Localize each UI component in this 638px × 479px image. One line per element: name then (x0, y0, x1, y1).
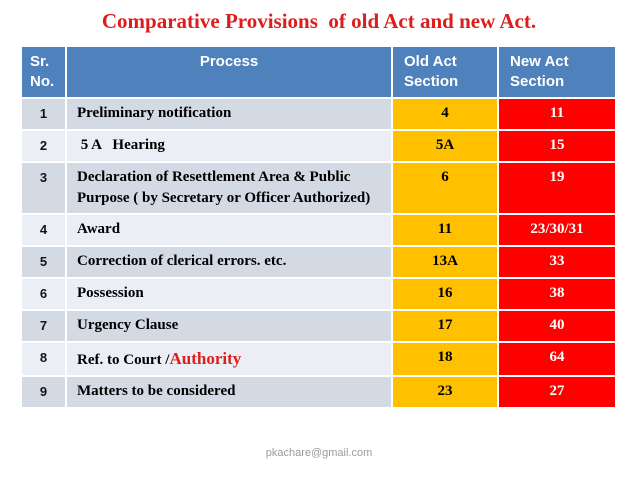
table-row: 4 Award 11 23/30/31 (22, 215, 615, 245)
old-act-cell: 5A (393, 131, 497, 161)
new-act-cell: 27 (499, 377, 615, 407)
column-header-new-act-section: New Act Section (499, 47, 615, 97)
old-act-cell: 16 (393, 279, 497, 309)
process-cell: Declaration of Resettlement Area & Publi… (67, 163, 391, 213)
process-cell: Urgency Clause (67, 311, 391, 341)
old-act-cell: 13A (393, 247, 497, 277)
table-row: 8 Ref. to Court /Authority 18 64 (22, 343, 615, 375)
sr-cell: 2 (22, 131, 65, 161)
column-header-old-act-section: Old Act Section (393, 47, 497, 97)
sr-cell: 8 (22, 343, 65, 375)
sr-cell: 3 (22, 163, 65, 213)
sr-cell: 4 (22, 215, 65, 245)
new-act-cell: 23/30/31 (499, 215, 615, 245)
table-row: 2 5 A Hearing 5A 15 (22, 131, 615, 161)
process-cell: Award (67, 215, 391, 245)
process-text: Ref. to Court / (77, 352, 170, 368)
old-act-cell: 23 (393, 377, 497, 407)
process-cell: Preliminary notification (67, 99, 391, 129)
new-act-cell: 38 (499, 279, 615, 309)
footer-email: pkachare@gmail.com (265, 447, 373, 459)
new-act-cell: 40 (499, 311, 615, 341)
new-act-cell: 33 (499, 247, 615, 277)
sr-cell: 5 (22, 247, 65, 277)
comparison-table: Sr. No. Process Old Act Section New Act … (20, 45, 617, 409)
table-row: 5 Correction of clerical errors. etc. 13… (22, 247, 615, 277)
process-highlight-text: Authority (169, 349, 242, 368)
table-row: 6 Possession 16 38 (22, 279, 615, 309)
column-header-sr-no: Sr. No. (22, 47, 65, 97)
table-header-row: Sr. No. Process Old Act Section New Act … (22, 47, 615, 97)
sr-cell: 1 (22, 99, 65, 129)
old-act-cell: 17 (393, 311, 497, 341)
sr-cell: 9 (22, 377, 65, 407)
process-cell: Possession (67, 279, 391, 309)
table-row: 9 Matters to be considered 23 27 (22, 377, 615, 407)
table-row: 3 Declaration of Resettlement Area & Pub… (22, 163, 615, 213)
table-row: 1 Preliminary notification 4 11 (22, 99, 615, 129)
sr-cell: 6 (22, 279, 65, 309)
new-act-cell: 11 (499, 99, 615, 129)
new-act-cell: 64 (499, 343, 615, 375)
new-act-cell: 19 (499, 163, 615, 213)
process-cell: Matters to be considered (67, 377, 391, 407)
old-act-cell: 11 (393, 215, 497, 245)
table-row: 7 Urgency Clause 17 40 (22, 311, 615, 341)
old-act-cell: 4 (393, 99, 497, 129)
new-act-cell: 15 (499, 131, 615, 161)
process-cell: Ref. to Court /Authority (67, 343, 391, 375)
old-act-cell: 6 (393, 163, 497, 213)
sr-cell: 7 (22, 311, 65, 341)
old-act-cell: 18 (393, 343, 497, 375)
process-cell: Correction of clerical errors. etc. (67, 247, 391, 277)
process-cell: 5 A Hearing (67, 131, 391, 161)
column-header-process: Process (67, 47, 391, 97)
page-title: Comparative Provisions of old Act and ne… (101, 9, 537, 33)
